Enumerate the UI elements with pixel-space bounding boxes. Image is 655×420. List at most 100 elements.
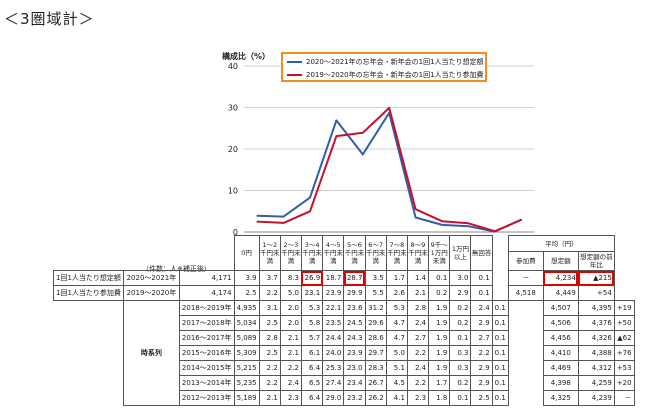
column-header: 5～6千円未満 [343, 235, 366, 271]
value-cell: 0.1 [491, 330, 509, 346]
value-cell: 0.1 [470, 285, 493, 301]
value-cell: 0.3 [449, 360, 472, 376]
table-row: 1回1人当たり想定額 2020～2021年 4,171 3.9 3.7 8.3 26.9 18… [53, 270, 635, 286]
avg-cell: 4,469 [542, 360, 579, 376]
table-row: 1回1人当たり参加費 2019～2020年 4,174 2.5 2.2 5.0 23.1 23… [53, 285, 635, 301]
column-header: 2～3千円未満 [279, 235, 302, 271]
legend-entry-2020: 2020～2021年の忘年会・新年会の1回1人当たり想定額 [287, 56, 484, 68]
row-gap [508, 346, 543, 361]
data-point [414, 208, 417, 210]
value-cell: 29.0 [322, 390, 345, 406]
row-count: 5,309 [233, 345, 260, 361]
y-axis-label: 構成比（%） [222, 52, 271, 61]
value-cell: 4.7 [385, 315, 408, 331]
value-cell: 2.2 [279, 360, 302, 376]
avg-cell: 4,388 [577, 345, 615, 361]
header-blank [54, 252, 235, 271]
value-cell: 1.7 [428, 375, 451, 391]
column-header: 0円 [233, 235, 260, 271]
value-cell: 23.9 [322, 285, 345, 301]
data-point [256, 220, 259, 223]
row-group-label: 1回1人当たり想定額 [53, 270, 124, 286]
data-point [467, 222, 470, 225]
value-cell: 0.2 [449, 375, 472, 391]
avg-cell: － [613, 390, 635, 406]
value-cell: 4.5 [385, 375, 408, 391]
avg-cell: +50 [613, 315, 635, 331]
avg-cell: +53 [613, 360, 635, 376]
value-cell: 3.1 [258, 300, 281, 316]
row-year: 2020～2021年 [122, 270, 180, 286]
value-cell: 1.7 [385, 270, 408, 286]
column-header: 4～5千円未満 [322, 235, 345, 271]
value-cell: 28.7 [343, 270, 366, 286]
value-cell: 2.4 [406, 360, 430, 376]
column-header: 無回答 [470, 235, 493, 271]
row-count: 4,174 [178, 285, 235, 301]
column-header: 1～2千円未満 [258, 235, 281, 271]
value-cell: 0.1 [491, 315, 509, 331]
value-cell: 2.9 [449, 285, 472, 301]
header-gap [492, 236, 508, 271]
row-blank [54, 301, 124, 406]
legend-entry-2019: 2019～2020年の忘年会・新年会の1回1人当たり参加費 [287, 69, 484, 81]
value-cell: 31.2 [364, 300, 387, 316]
value-cell: 1.8 [428, 390, 451, 406]
row-gap [508, 316, 543, 331]
value-cell: 6.4 [300, 360, 324, 376]
avg-cell: 4,376 [577, 315, 615, 331]
value-cell: 6.1 [300, 345, 324, 361]
row-gap [508, 391, 543, 406]
row-year: 2016～2017年 [178, 330, 235, 346]
value-cell: 22.1 [322, 300, 345, 316]
table-row: 2014～2015年 5,215 2.2 2.2 6.4 25.3 23.0 28.3 5.1 2… [54, 360, 635, 376]
line-chart: 0 10 20 30 40 [228, 62, 535, 235]
header-blank [54, 236, 235, 252]
value-cell: 0.2 [428, 285, 451, 301]
value-cell: 6.5 [300, 375, 324, 391]
value-cell: 26.9 [300, 270, 324, 286]
value-cell: 2.9 [470, 360, 493, 376]
avg-cell: 4,410 [542, 345, 579, 361]
avg-column-header: 想定額 [542, 251, 579, 271]
value-cell: 18.7 [322, 270, 345, 286]
table-header-row: 参加費 想定額 想定額の前年比 [54, 251, 635, 271]
value-cell: 2.1 [258, 390, 281, 406]
value-cell: 5.0 [279, 285, 302, 301]
row-year: 2014～2015年 [178, 360, 235, 376]
avg-cell: 4,507 [542, 300, 579, 316]
value-cell: 5.5 [364, 285, 387, 301]
value-cell: 2.4 [279, 375, 302, 391]
data-point [362, 153, 364, 156]
value-cell: 24.4 [322, 330, 345, 346]
value-cell: 8.3 [279, 270, 302, 286]
row-gap [492, 271, 508, 286]
value-cell: 2.1 [279, 345, 302, 361]
table-header-row: 0円 1～2千円未満 2～3千円未満 3～4千円未満 4～5千円未満 5～6千円未満 6～7… [54, 234, 635, 271]
value-cell: 2.5 [233, 285, 260, 301]
value-cell: 2.4 [406, 315, 430, 331]
value-cell: 5.0 [385, 345, 408, 361]
avg-cell: 4,456 [542, 330, 579, 346]
avg-cell: 4,395 [577, 300, 615, 316]
row-count: 5,235 [233, 375, 260, 391]
table-caption: （件数：人※補正後） [142, 265, 211, 273]
value-cell: 2.0 [279, 300, 302, 316]
value-cell: 3.0 [449, 270, 472, 286]
value-cell: 26.7 [364, 375, 387, 391]
value-cell: 5.3 [300, 300, 324, 316]
data-point [282, 215, 285, 218]
avg-header: 平均（円） [507, 234, 615, 253]
value-cell: 4.7 [385, 330, 408, 346]
data-point [520, 219, 522, 221]
value-cell: 0.1 [491, 375, 509, 391]
legend-swatch [287, 61, 302, 63]
value-cell: 28.3 [364, 360, 387, 376]
series-label: 時系列 [122, 300, 180, 406]
value-cell: 2.3 [279, 390, 302, 406]
avg-cell: 4,325 [542, 390, 579, 406]
legend-swatch [287, 74, 302, 76]
table-row: 2012～2013年 5,189 2.1 2.3 6.4 29.0 23.2 26.2 4.1 2… [54, 390, 635, 406]
value-cell: 2.5 [258, 345, 281, 361]
value-cell: 1.9 [428, 315, 451, 331]
